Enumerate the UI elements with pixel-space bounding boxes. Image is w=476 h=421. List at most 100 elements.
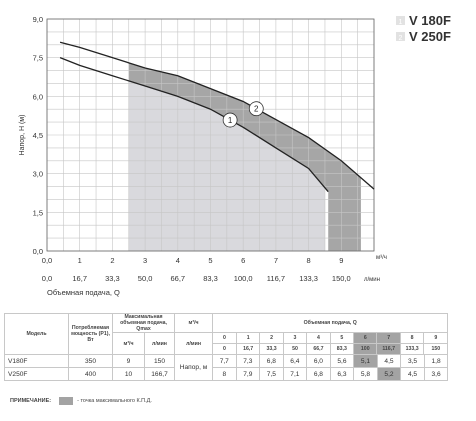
head-value-cell: 8 <box>212 367 237 381</box>
x-tick-label-lmin: 66,7 <box>170 274 185 283</box>
head-qmax-m3: м³/ч <box>112 332 145 355</box>
y-tick-label: 4,5 <box>33 131 43 140</box>
flow-m3-cell: 3 <box>283 333 308 344</box>
x-tick-label-lmin: 50,0 <box>138 274 153 283</box>
x-tick-label: 5 <box>208 256 212 265</box>
x-axis-label: Объемная подача, Q <box>47 288 120 297</box>
legend-num-1: 1 <box>399 19 403 26</box>
head-value-cell: 7,7 <box>212 354 237 368</box>
note-swatch <box>59 397 74 405</box>
flow-lmin-cell: 150 <box>431 346 441 352</box>
head-label-cell: Напор, м <box>174 354 214 381</box>
y-tick-label: 9,0 <box>33 15 43 24</box>
x-tick-label-lmin: 33,3 <box>105 274 120 283</box>
flow-m3-cell: 5 <box>330 333 355 344</box>
head-value-cell: 5,2 <box>376 367 402 381</box>
flow-m3-cell: 0 <box>213 333 237 344</box>
note-label: ПРИМЕЧАНИЕ: <box>10 398 52 404</box>
flow-m3-cell: 2 <box>259 333 284 344</box>
legend-num-2: 2 <box>399 35 403 42</box>
y-tick-label: 6,0 <box>33 92 43 101</box>
qmax-m3-cell: 10 <box>112 367 145 381</box>
x-tick-label: 9 <box>339 256 343 265</box>
x-tick-label: 6 <box>241 256 245 265</box>
x-tick-label-lmin: 0,0 <box>42 274 52 283</box>
x-tick-label: 3 <box>143 256 147 265</box>
spec-table-wrap: Модель Потребляемая мощность (P1), Вт Ма… <box>4 313 472 381</box>
flow-lmin-cell: 66,7 <box>306 343 331 354</box>
y-tick-label: 3,0 <box>33 170 43 179</box>
head-value-cell: 6,8 <box>259 354 284 368</box>
legend-swatch-1 <box>396 16 405 25</box>
head-value-cell: 6,3 <box>329 367 355 381</box>
qmax-lmin-cell: 166,7 <box>143 367 176 381</box>
x-tick-label: 0,0 <box>42 256 52 265</box>
head-qmax-lmin: л/мин <box>143 332 176 355</box>
x-tick-label-lmin: 100,0 <box>234 274 253 283</box>
legend-swatch-2 <box>396 32 405 41</box>
model-cell: V250F <box>4 367 69 381</box>
x-tick-label: 2 <box>110 256 114 265</box>
power-cell: 350 <box>68 354 113 368</box>
head-flow: Объемная подача, Q <box>212 313 449 333</box>
table-row: V180F 350 9 150 Напор, м 7,7 7,3 6,8 6,4 6,0 5,6 5,… <box>4 354 472 381</box>
flow-m3-cell: 6 <box>353 333 378 344</box>
head-value-cell: 5,1 <box>353 354 378 368</box>
head-value-cell: 4,5 <box>400 367 425 381</box>
head-value-cell: 7,5 <box>259 367 284 381</box>
model-cell: V180F <box>4 354 69 368</box>
qmax-lmin-cell: 150 <box>143 354 176 368</box>
flow-lmin-cell: 83,3 <box>330 343 355 354</box>
flow-lmin-cell: 33,3 <box>259 343 284 354</box>
curve-label-2: 2 <box>254 105 259 114</box>
flow-lmin-cell: 16,7 <box>236 343 261 354</box>
curve-label-circle-2 <box>248 101 264 117</box>
head-power: Потребляемая мощность (P1), Вт <box>68 313 113 355</box>
legend-name-1: V 180F <box>409 13 451 28</box>
note: ПРИМЕЧАНИЕ: - точка максимального К.П.Д. <box>10 397 152 405</box>
flow-header-cell: 0 1 2 3 4 5 6 7 8 9 0 16,7 33,3 50 66,7 83,3 100 116,7 133… <box>212 332 449 355</box>
flow-header-grid: 0 1 2 3 4 5 6 7 8 9 0 16,7 33,3 50 66,7 83,3 100 116,7 133… <box>213 333 448 354</box>
head-value-cell: 4,5 <box>376 354 402 368</box>
note-text: - точка максимального К.П.Д. <box>77 398 152 404</box>
flow-lmin-cell: 133,3 <box>400 343 425 354</box>
head-flow-unit-m3: м³/ч <box>174 313 214 333</box>
curve-label-1: 1 <box>228 116 233 125</box>
y-tick-label: 7,5 <box>33 54 43 63</box>
pump-performance-chart: 1 2 0,0 1,5 3,0 4,5 6,0 7,5 9,0 Напор, Н (м) 0,0 1 2… <box>19 13 451 297</box>
x-tick-label-lmin: 16,7 <box>72 274 87 283</box>
head-value-cell: 6,4 <box>282 354 308 368</box>
flow-m3-cell: 7 <box>376 333 401 344</box>
flow-lmin-cell: 0 <box>213 343 237 354</box>
power-cell: 400 <box>68 367 113 381</box>
head-value-cell: 6,0 <box>306 354 331 368</box>
x-tick-label-lmin: 150,0 <box>332 274 351 283</box>
head-value-cell: 3,6 <box>423 367 449 381</box>
head-value-cell: 7,1 <box>282 367 308 381</box>
head-value-cell: 1,8 <box>423 354 449 368</box>
x-tick-label-lmin: 133,3 <box>299 274 318 283</box>
y-tick-label: 0,0 <box>33 247 43 256</box>
flow-m3-cell: 4 <box>306 333 331 344</box>
head-qmax: Максимальная объемная подача, Qmax <box>111 313 176 333</box>
curve-label-circle-1 <box>222 112 238 128</box>
x-tick-label: 1 <box>78 256 82 265</box>
flow-lmin-cell: 116,7 <box>376 343 401 354</box>
legend-name-2: V 250F <box>409 29 451 44</box>
y-axis-label: Напор, Н (м) <box>19 115 26 156</box>
x-tick-label: 4 <box>176 256 180 265</box>
flow-lmin-cell: 100 <box>353 343 378 354</box>
head-value-cell: 5,8 <box>353 367 378 381</box>
head-value-cell: 3,5 <box>400 354 425 368</box>
head-value-cell: 7,9 <box>235 367 261 381</box>
x-tick-label-lmin: 116,7 <box>267 274 285 283</box>
head-model: Модель <box>4 313 69 355</box>
x-tick-label: 8 <box>307 256 311 265</box>
head-value-cell: 6,8 <box>306 367 331 381</box>
head-flow-unit-lmin: л/мин <box>174 332 214 355</box>
plot-frame <box>46 18 375 252</box>
flow-m3-cell: 8 <box>400 333 425 344</box>
qmax-m3-cell: 9 <box>112 354 145 368</box>
x-unit-bottom: л/мин <box>364 277 380 283</box>
table-row: V250F 400 10 166,7 8 7,9 7,5 7,1 6,8 6,3 5,8 5,2 4,5… <box>4 367 472 381</box>
